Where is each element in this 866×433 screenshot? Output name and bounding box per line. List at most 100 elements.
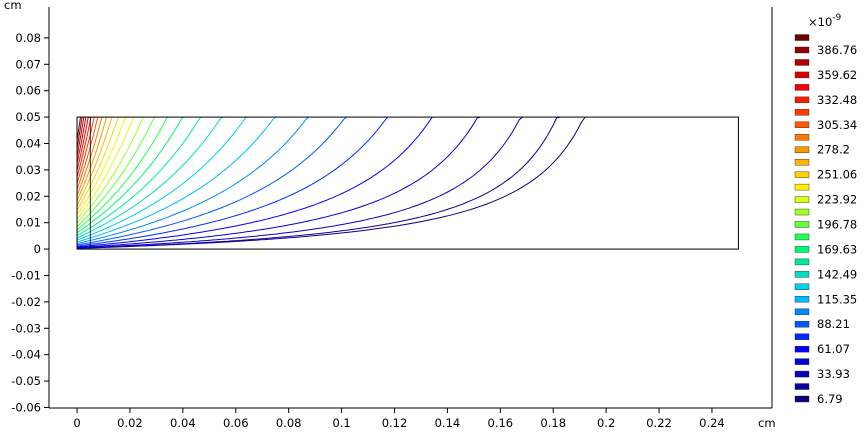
x-tick-label: 0.22: [646, 416, 672, 430]
y-tick-label: 0.07: [15, 57, 41, 71]
contour-line: [76, 116, 89, 171]
legend-swatch: [794, 233, 810, 241]
legend-swatch: [794, 109, 810, 116]
legend-swatch: [794, 96, 810, 104]
legend-label: 223.92: [817, 193, 857, 207]
contour-line: [76, 116, 309, 244]
legend-swatch: [794, 296, 810, 303]
y-tick-label: -0.06: [11, 400, 41, 414]
contour-line: [76, 116, 202, 236]
domain-boundary: [76, 116, 739, 250]
y-tick-label: 0.01: [15, 216, 41, 230]
legend-swatch: [794, 34, 810, 41]
contour-line: [76, 116, 120, 211]
y-unit: cm: [4, 0, 22, 12]
legend-swatch: [794, 345, 810, 353]
y-tick-label: 0: [34, 242, 41, 256]
contour-line: [76, 116, 276, 243]
y-tick-label: -0.02: [11, 295, 41, 309]
legend-swatch: [794, 59, 810, 66]
contour-line: [76, 116, 95, 184]
legend-label: 359.62: [817, 68, 857, 82]
legend-swatch: [794, 183, 810, 191]
legend-swatch: [794, 246, 810, 253]
legend-label: 332.48: [817, 93, 857, 107]
contour-line: [76, 116, 249, 241]
legend-label: 115.35: [817, 292, 857, 306]
contour-line: [76, 117, 85, 156]
legend-label: 33.93: [817, 367, 850, 381]
contour-line: [76, 116, 127, 216]
legend-swatch: [794, 84, 810, 91]
contour-line: [76, 116, 481, 249]
legend-swatch: [794, 258, 810, 266]
legend-swatch: [794, 171, 810, 178]
x-tick-label: 0.18: [540, 416, 566, 430]
legend-swatch: [794, 358, 810, 365]
x-tick-label: 0: [73, 416, 80, 430]
contour-line: [76, 116, 523, 249]
y-tick-label: 0.08: [15, 31, 41, 45]
legend-label: 142.49: [817, 267, 857, 281]
legend-label: 386.76: [817, 43, 857, 57]
legend-swatch: [794, 370, 810, 378]
contour-line: [76, 116, 185, 234]
contour-line: [76, 116, 92, 178]
y-tick-label: -0.05: [11, 374, 41, 388]
y-tick-label: -0.01: [11, 268, 41, 282]
legend-swatch: [794, 121, 810, 128]
legend-swatch: [794, 146, 810, 153]
contour-line: [76, 116, 144, 224]
x-tick-label: 0.2: [597, 416, 615, 430]
contour-line: [76, 116, 389, 247]
y-tick-label: 0.05: [15, 110, 41, 124]
contour-line: [76, 116, 433, 248]
legend-swatch: [794, 221, 810, 228]
legend-label: 278.2: [817, 143, 850, 157]
y-tick-label: -0.04: [11, 348, 41, 362]
y-tick-label: -0.03: [11, 321, 41, 335]
legend-label: 88.21: [817, 317, 850, 331]
contour-line: [76, 116, 108, 201]
legend-swatch: [794, 333, 810, 340]
contour-line: [76, 116, 103, 196]
y-tick-label: 0.04: [15, 136, 41, 150]
x-unit: cm: [758, 416, 776, 430]
x-tick-label: 0.08: [276, 416, 302, 430]
contour-line: [76, 116, 223, 239]
contour-line: [76, 116, 135, 220]
legend-swatch: [794, 46, 810, 54]
legend-swatch: [794, 196, 810, 203]
contour-line: [76, 116, 113, 206]
x-tick-label: 0.02: [117, 416, 143, 430]
x-tick-label: 0.14: [435, 416, 461, 430]
legend-swatch: [794, 71, 810, 79]
x-tick-label: 0.24: [699, 416, 725, 430]
y-tick-label: 0.02: [15, 189, 41, 203]
legend-label: 305.34: [817, 118, 857, 132]
x-tick-label: 0.12: [382, 416, 408, 430]
contour-line: [76, 116, 82, 141]
legend-swatch: [794, 308, 810, 315]
x-tick-label: 0.16: [488, 416, 514, 430]
legend-label: 6.79: [817, 392, 843, 406]
legend-multiplier-base: ×10: [808, 15, 832, 29]
legend-label: 251.06: [817, 168, 857, 182]
contour-line: [76, 116, 169, 231]
y-tick-label: 0.03: [15, 163, 41, 177]
legend-label: 196.78: [817, 217, 857, 231]
x-tick-label: 0.1: [332, 416, 350, 430]
legend-multiplier: ×10-9: [808, 13, 842, 29]
legend-exponent: -9: [832, 13, 841, 23]
contour-line: [76, 116, 83, 149]
legend-swatch: [794, 208, 810, 216]
legend-swatch: [794, 283, 810, 291]
x-tick-label: 0.06: [223, 416, 249, 430]
legend-swatch: [794, 134, 810, 141]
x-tick-label: 0.04: [170, 416, 196, 430]
legend-swatch: [794, 271, 810, 278]
legend-swatch: [794, 395, 810, 403]
legend-swatch: [794, 321, 810, 328]
contour-line: [76, 116, 99, 190]
